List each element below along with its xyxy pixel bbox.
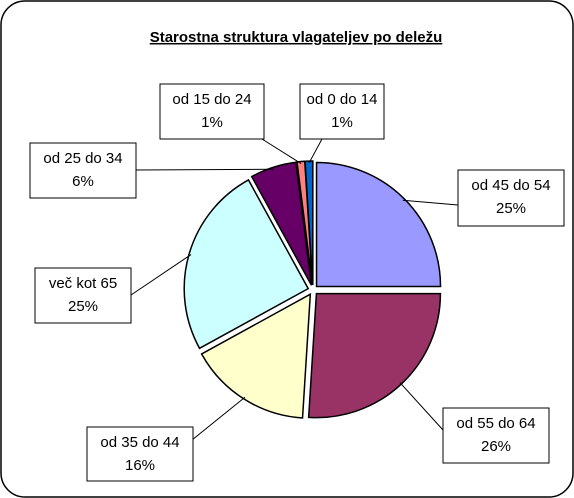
pie-slice	[250, 161, 313, 286]
label-box	[34, 267, 132, 324]
chart-title: Starostna struktura vlagateljev po delež…	[150, 29, 443, 46]
slice-value-label: 16%	[125, 457, 155, 474]
leader-line	[308, 138, 323, 164]
slice-category: od 55 do 64	[456, 415, 535, 432]
slice-category: od 25 do 34	[43, 150, 122, 167]
slice-value-label: 6%	[72, 173, 94, 190]
label-box	[159, 83, 265, 140]
pie-slice	[183, 178, 310, 350]
leader-line	[261, 138, 302, 164]
slice-value-label: 1%	[331, 114, 353, 131]
slice-category: od 35 do 44	[100, 434, 179, 451]
slice-value-label: 1%	[201, 114, 223, 131]
slice-category: več kot 65	[49, 275, 117, 292]
slice-value-label: 26%	[481, 438, 511, 455]
pie-slice	[200, 292, 312, 419]
leader-line	[191, 396, 246, 441]
slice-value-label: 25%	[496, 200, 526, 217]
label-box	[299, 83, 385, 140]
label-box	[442, 407, 550, 464]
slice-category: od 45 do 54	[471, 177, 550, 194]
slice-category: od 0 do 14	[307, 91, 378, 108]
slice-value-label: 25%	[68, 298, 98, 315]
leader-line	[135, 168, 274, 171]
label-box	[29, 142, 137, 199]
pie-slice	[304, 160, 314, 286]
leader-line	[130, 254, 192, 296]
label-box	[86, 426, 194, 482]
slice-category: od 15 do 24	[172, 91, 251, 108]
pie-slice	[315, 161, 442, 288]
leader-line	[402, 199, 459, 206]
leader-line	[399, 382, 444, 431]
label-box	[457, 169, 565, 227]
